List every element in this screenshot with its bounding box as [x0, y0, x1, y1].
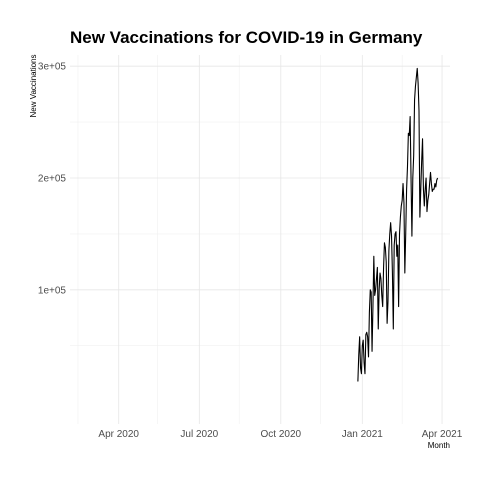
- x-tick-label-0: Apr 2020: [98, 429, 139, 440]
- series-line-0: [357, 67, 439, 382]
- x-tick-labels: Apr 2020 Jul 2020 Oct 2020 Jan 2021 Apr 2021: [98, 429, 462, 440]
- x-tick-label-1: Jul 2020: [180, 429, 218, 440]
- series-group: [357, 67, 439, 382]
- major-gridlines: [70, 55, 450, 424]
- x-tick-label-2: Oct 2020: [261, 429, 302, 440]
- minor-gridlines: [70, 55, 450, 424]
- y-tick-label-1: 2e+05: [38, 174, 67, 185]
- y-axis-label: New Vaccinations: [29, 55, 38, 118]
- x-tick-label-3: Jan 2021: [342, 429, 384, 440]
- chart-title: New Vaccinations for COVID-19 in Germany: [70, 28, 423, 47]
- y-tick-labels: 1e+05 2e+05 3e+05: [38, 62, 67, 297]
- x-axis-label: Month: [428, 441, 450, 450]
- y-tick-label-0: 1e+05: [38, 285, 67, 296]
- x-tick-label-4: Apr 2021: [422, 429, 463, 440]
- y-tick-label-2: 3e+05: [38, 62, 67, 73]
